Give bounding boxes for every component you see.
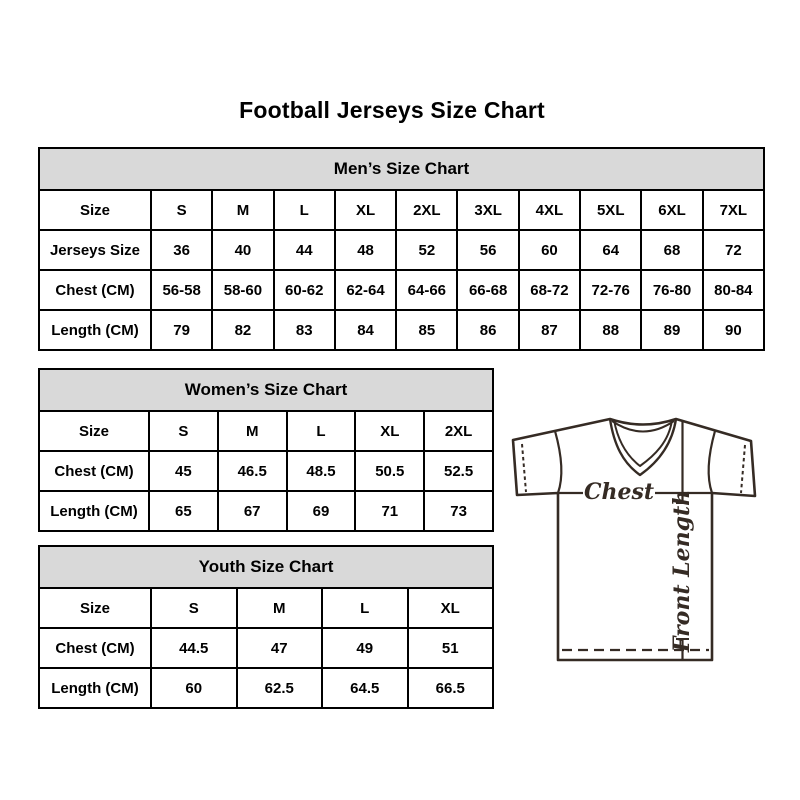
value-cell: 60-62 — [272, 269, 336, 311]
value-cell: 72 — [701, 229, 766, 271]
row-label: Chest (CM) — [38, 450, 150, 492]
womens-size-table: Women’s Size Chart Size S M L XL 2XL Chest (CM)… — [38, 368, 494, 532]
row-label-header: Size — [38, 189, 152, 231]
column-header: XL — [354, 410, 426, 452]
value-cell: 51 — [406, 627, 494, 669]
value-cell: 86 — [456, 309, 520, 351]
jersey-measurement-diagram: Chest Front Length — [503, 398, 778, 673]
value-cell: 48 — [333, 229, 398, 271]
value-cell: 80-84 — [701, 269, 766, 311]
value-cell: 62.5 — [235, 667, 323, 709]
right-cuff-dashed-line — [740, 444, 746, 494]
value-cell: 72-76 — [579, 269, 643, 311]
value-cell: 88 — [579, 309, 643, 351]
value-cell: 68-72 — [517, 269, 582, 311]
table-title: Youth Size Chart — [38, 545, 494, 589]
value-cell: 67 — [216, 490, 288, 532]
value-cell: 62-64 — [333, 269, 398, 311]
value-cell: 52.5 — [423, 450, 494, 492]
value-cell: 40 — [211, 229, 275, 271]
jersey-outline — [511, 417, 757, 662]
left-armhole-seam — [553, 430, 563, 494]
row-label: Length (CM) — [38, 667, 152, 709]
value-cell: 83 — [272, 309, 336, 351]
youth-size-table: Youth Size Chart Size S M L XL Chest (CM) 44.5 4… — [38, 545, 494, 709]
column-header: 4XL — [517, 189, 582, 231]
column-header: S — [150, 587, 238, 629]
value-cell: 58-60 — [211, 269, 275, 311]
value-cell: 36 — [149, 229, 214, 271]
value-cell: 46.5 — [216, 450, 288, 492]
value-cell: 64-66 — [395, 269, 459, 311]
value-cell: 56 — [456, 229, 520, 271]
value-cell: 79 — [149, 309, 214, 351]
column-header: L — [321, 587, 409, 629]
value-cell: 52 — [395, 229, 459, 271]
column-header: 3XL — [456, 189, 520, 231]
value-cell: 66.5 — [406, 667, 494, 709]
value-cell: 44 — [272, 229, 336, 271]
left-cuff-dashed-line — [521, 443, 527, 493]
value-cell: 76-80 — [640, 269, 704, 311]
value-cell: 64 — [579, 229, 643, 271]
collar-back-icon — [611, 420, 675, 433]
collar-v-inner-icon — [613, 419, 673, 467]
jersey-diagram-svg: Chest Front Length — [511, 417, 757, 662]
column-header: S — [149, 189, 214, 231]
column-header: M — [235, 587, 323, 629]
column-header: M — [216, 410, 288, 452]
collar-v-outer-icon — [608, 418, 678, 477]
row-label: Chest (CM) — [38, 627, 152, 669]
value-cell: 64.5 — [321, 667, 409, 709]
value-cell: 50.5 — [354, 450, 426, 492]
value-cell: 73 — [423, 490, 494, 532]
value-cell: 45 — [148, 450, 219, 492]
column-header: 7XL — [701, 189, 766, 231]
column-header: M — [211, 189, 275, 231]
column-header: S — [148, 410, 219, 452]
row-label: Chest (CM) — [38, 269, 152, 311]
column-header: 5XL — [579, 189, 643, 231]
row-label-header: Size — [38, 587, 152, 629]
value-cell: 56-58 — [149, 269, 214, 311]
row-label: Jerseys Size — [38, 229, 152, 271]
value-cell: 90 — [701, 309, 766, 351]
table-title: Men’s Size Chart — [38, 147, 765, 191]
value-cell: 60 — [150, 667, 238, 709]
column-header: XL — [406, 587, 494, 629]
column-header: L — [285, 410, 357, 452]
table-title: Women’s Size Chart — [38, 368, 494, 412]
front-length-tick-marks — [676, 502, 689, 640]
column-header: L — [272, 189, 336, 231]
value-cell: 71 — [354, 490, 426, 532]
value-cell: 60 — [517, 229, 582, 271]
chest-measure-label: Chest — [584, 479, 654, 505]
value-cell: 84 — [333, 309, 398, 351]
page-title: Football Jerseys Size Chart — [239, 97, 545, 123]
value-cell: 68 — [640, 229, 704, 271]
row-label-header: Size — [38, 410, 150, 452]
column-header: XL — [333, 189, 398, 231]
row-label: Length (CM) — [38, 490, 150, 532]
value-cell: 87 — [517, 309, 582, 351]
value-cell: 82 — [211, 309, 275, 351]
value-cell: 89 — [640, 309, 704, 351]
right-armhole-seam — [707, 430, 717, 494]
value-cell: 66-68 — [456, 269, 520, 311]
value-cell: 48.5 — [285, 450, 357, 492]
column-header: 6XL — [640, 189, 704, 231]
row-label: Length (CM) — [38, 309, 152, 351]
column-header: 2XL — [395, 189, 459, 231]
value-cell: 49 — [321, 627, 409, 669]
mens-size-table: Men’s Size Chart Size S M L XL 2XL 3XL 4XL 5XL 6XL… — [38, 147, 766, 351]
value-cell: 44.5 — [150, 627, 238, 669]
value-cell: 65 — [148, 490, 219, 532]
front-length-measure-label: Front Length — [669, 490, 695, 653]
column-header: 2XL — [423, 410, 494, 452]
value-cell: 69 — [285, 490, 357, 532]
value-cell: 85 — [395, 309, 459, 351]
value-cell: 47 — [235, 627, 323, 669]
